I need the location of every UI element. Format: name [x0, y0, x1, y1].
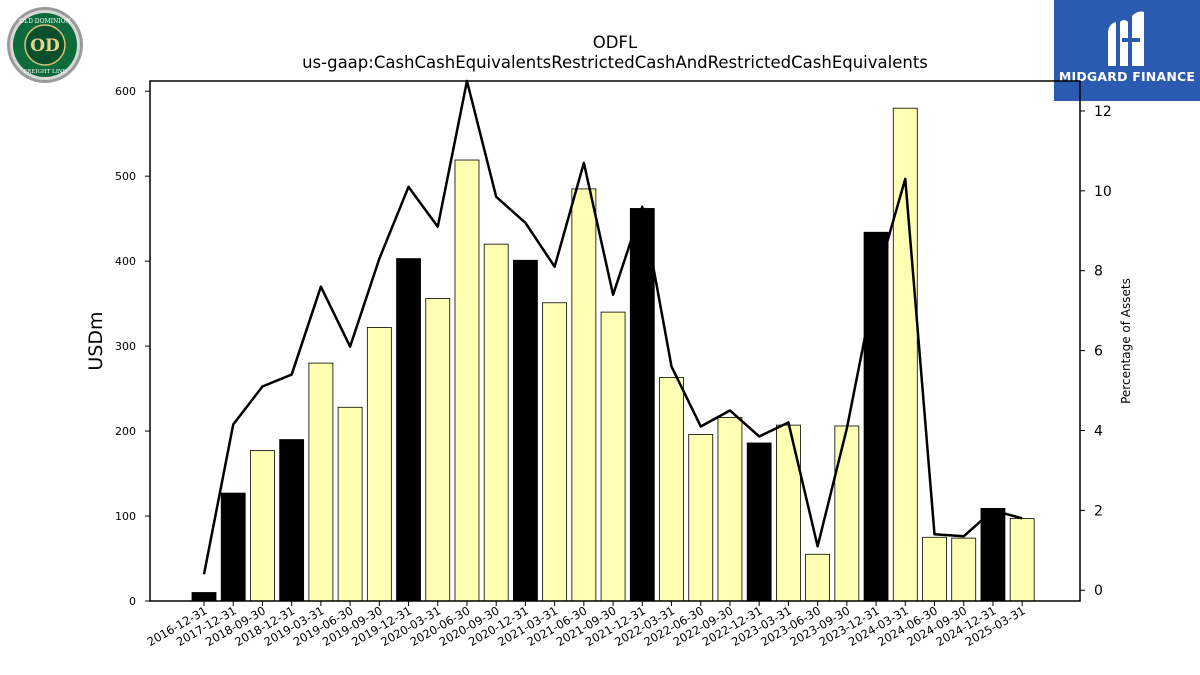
old-dominion-logo: OD OLD DOMINION FREIGHT LINE [7, 7, 83, 83]
bar-2022-03-31 [659, 377, 684, 602]
y-tick-label: 300 [115, 340, 136, 353]
percentage-line [202, 79, 1023, 575]
bar-2023-03-31 [776, 424, 801, 602]
logo-text-bottom: FREIGHT LINE [23, 69, 66, 75]
bar-2023-12-31 [863, 231, 889, 602]
y-tick-label: 600 [115, 85, 136, 98]
bar-2019-06-30 [337, 406, 363, 602]
chart-title: ODFL [592, 33, 638, 52]
bar-2022-12-31 [746, 442, 772, 602]
y-axis-label: USDm [85, 311, 107, 370]
bar-2020-12-31 [513, 259, 538, 602]
bar-2021-06-30 [571, 188, 597, 602]
y-tick-label: 200 [115, 425, 136, 438]
x-axis: 2016-12-312017-12-312018-09-302018-12-31… [145, 601, 1028, 649]
bar-2019-09-30 [366, 327, 392, 602]
bar-2020-09-30 [483, 243, 509, 602]
y2-axis-label: Percentage of Assets [1119, 278, 1133, 404]
y-axis-right: 0 2 4 6 8 10 12 [1080, 104, 1112, 599]
y2-tick-label: 6 [1094, 344, 1103, 360]
y2-tick-label: 0 [1094, 583, 1103, 599]
y2-tick-label: 2 [1094, 503, 1103, 519]
brand-text: MIDGARD FINANCE [1058, 69, 1196, 84]
y2-tick-label: 10 [1094, 184, 1112, 200]
bar-2022-09-30 [717, 417, 743, 602]
y-tick-label: 400 [115, 255, 136, 268]
plot-frame [149, 80, 1081, 602]
line-series [202, 79, 1023, 575]
bar-2024-12-31 [980, 507, 1006, 602]
logo-monogram: OD [30, 36, 60, 56]
bar-2023-06-30 [805, 553, 831, 602]
bar-2019-03-31 [308, 362, 334, 602]
y2-tick-label: 4 [1094, 423, 1103, 439]
bar-2019-12-31 [396, 258, 421, 602]
bar-series [191, 107, 1035, 602]
logo-text-top: OLD DOMINION [19, 18, 71, 25]
bar-2024-06-30 [922, 536, 947, 602]
y-tick-label: 0 [129, 595, 136, 608]
bar-2022-06-30 [688, 434, 714, 602]
bar-2020-06-30 [454, 159, 480, 602]
midgard-finance-logo: MIDGARD FINANCE [1054, 0, 1200, 101]
midgard-mark-icon [1108, 11, 1144, 66]
chart-subtitle: us-gaap:CashCashEquivalentsRestrictedCas… [302, 53, 928, 72]
bar-2021-09-30 [600, 311, 626, 602]
y-axis-left: 0 100 200 300 400 500 600 [115, 85, 150, 608]
y2-tick-label: 12 [1094, 104, 1112, 120]
bar-2021-03-31 [542, 302, 568, 602]
bar-2017-12-31 [220, 492, 246, 602]
bar-2018-09-30 [250, 450, 275, 602]
y-tick-label: 500 [115, 170, 136, 183]
bar-2025-03-31 [1009, 518, 1035, 602]
y-tick-label: 100 [115, 510, 136, 523]
y2-tick-label: 8 [1094, 264, 1103, 280]
bar-2023-09-30 [834, 425, 860, 602]
bar-2021-12-31 [629, 208, 655, 602]
bar-2020-03-31 [425, 298, 451, 602]
bar-2018-12-31 [279, 439, 305, 602]
bar-2024-09-30 [951, 537, 977, 602]
bar-2016-12-31 [191, 592, 217, 602]
